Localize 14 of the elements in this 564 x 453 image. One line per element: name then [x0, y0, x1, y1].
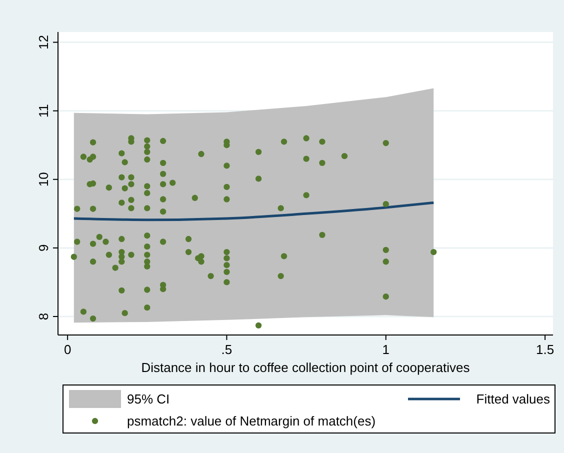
legend-label: 95% CI: [127, 392, 170, 406]
x-tick-label: 0: [64, 342, 72, 357]
x-axis-title: Distance in hour to coffee collection point of cooperatives: [141, 360, 470, 375]
x-tick-label: 1: [382, 342, 390, 357]
y-tick-label: 12: [36, 35, 51, 50]
y-tick-label: 8: [36, 312, 51, 320]
legend-label: psmatch2: value of Netmargin of match(es): [127, 414, 376, 428]
legend-label: Fitted values: [476, 392, 550, 406]
y-tick-label: 11: [36, 104, 51, 118]
line-series: [72, 201, 435, 222]
x-tick-label: 1.5: [536, 342, 554, 357]
y-tick-label: 10: [36, 172, 51, 187]
x-tick-label: .5: [221, 342, 232, 357]
y-tick-label: 9: [36, 244, 51, 252]
